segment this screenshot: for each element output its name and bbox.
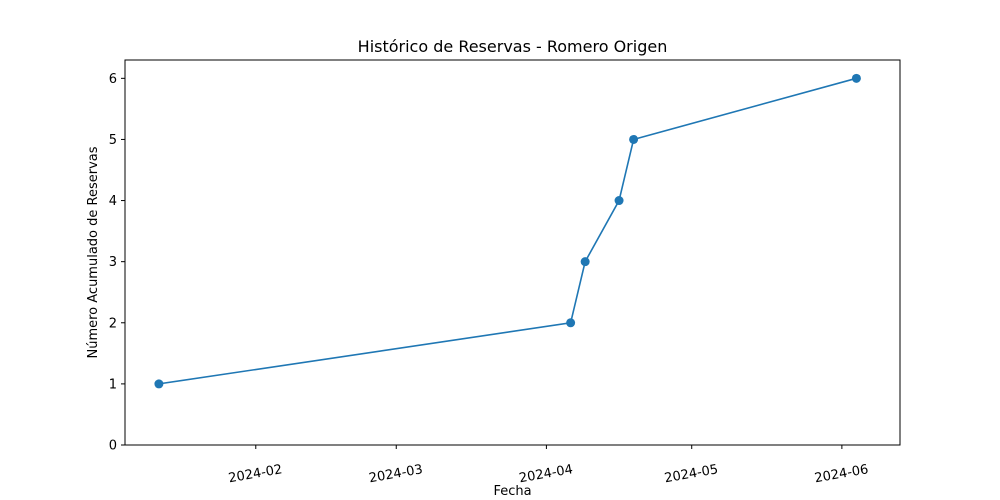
y-axis: 0 1 2 3 4 5 6	[109, 72, 125, 454]
y-tick-label: 1	[109, 377, 117, 392]
data-point	[851, 73, 861, 83]
series-line	[158, 77, 857, 385]
x-tick-label: 2024-04	[518, 462, 574, 486]
y-tick-label: 4	[109, 194, 117, 209]
data-point	[614, 196, 624, 206]
chart-title: Histórico de Reservas - Romero Origen	[358, 37, 668, 56]
x-tick-label: 2024-06	[813, 462, 869, 486]
x-axis-label: Fecha	[493, 484, 531, 499]
data-point	[154, 379, 164, 389]
y-axis-label: Número Acumulado de Reservas	[86, 146, 101, 358]
data-point	[629, 134, 639, 144]
y-tick-label: 0	[109, 439, 117, 454]
y-tick-label: 3	[109, 255, 117, 270]
y-tick-label: 5	[109, 133, 117, 148]
y-tick-label: 6	[109, 72, 117, 87]
series-layer	[154, 73, 861, 389]
plot-frame	[124, 59, 901, 446]
x-tick-label: 2024-05	[663, 462, 719, 486]
y-tick-label: 2	[109, 316, 117, 331]
data-point	[580, 257, 590, 267]
x-tick-label: 2024-03	[368, 462, 424, 486]
x-tick-label: 2024-02	[227, 462, 283, 486]
x-axis: 2024-02 2024-03 2024-04 2024-05 2024-06	[227, 445, 870, 486]
data-point	[566, 318, 576, 328]
plot-area	[124, 59, 901, 446]
